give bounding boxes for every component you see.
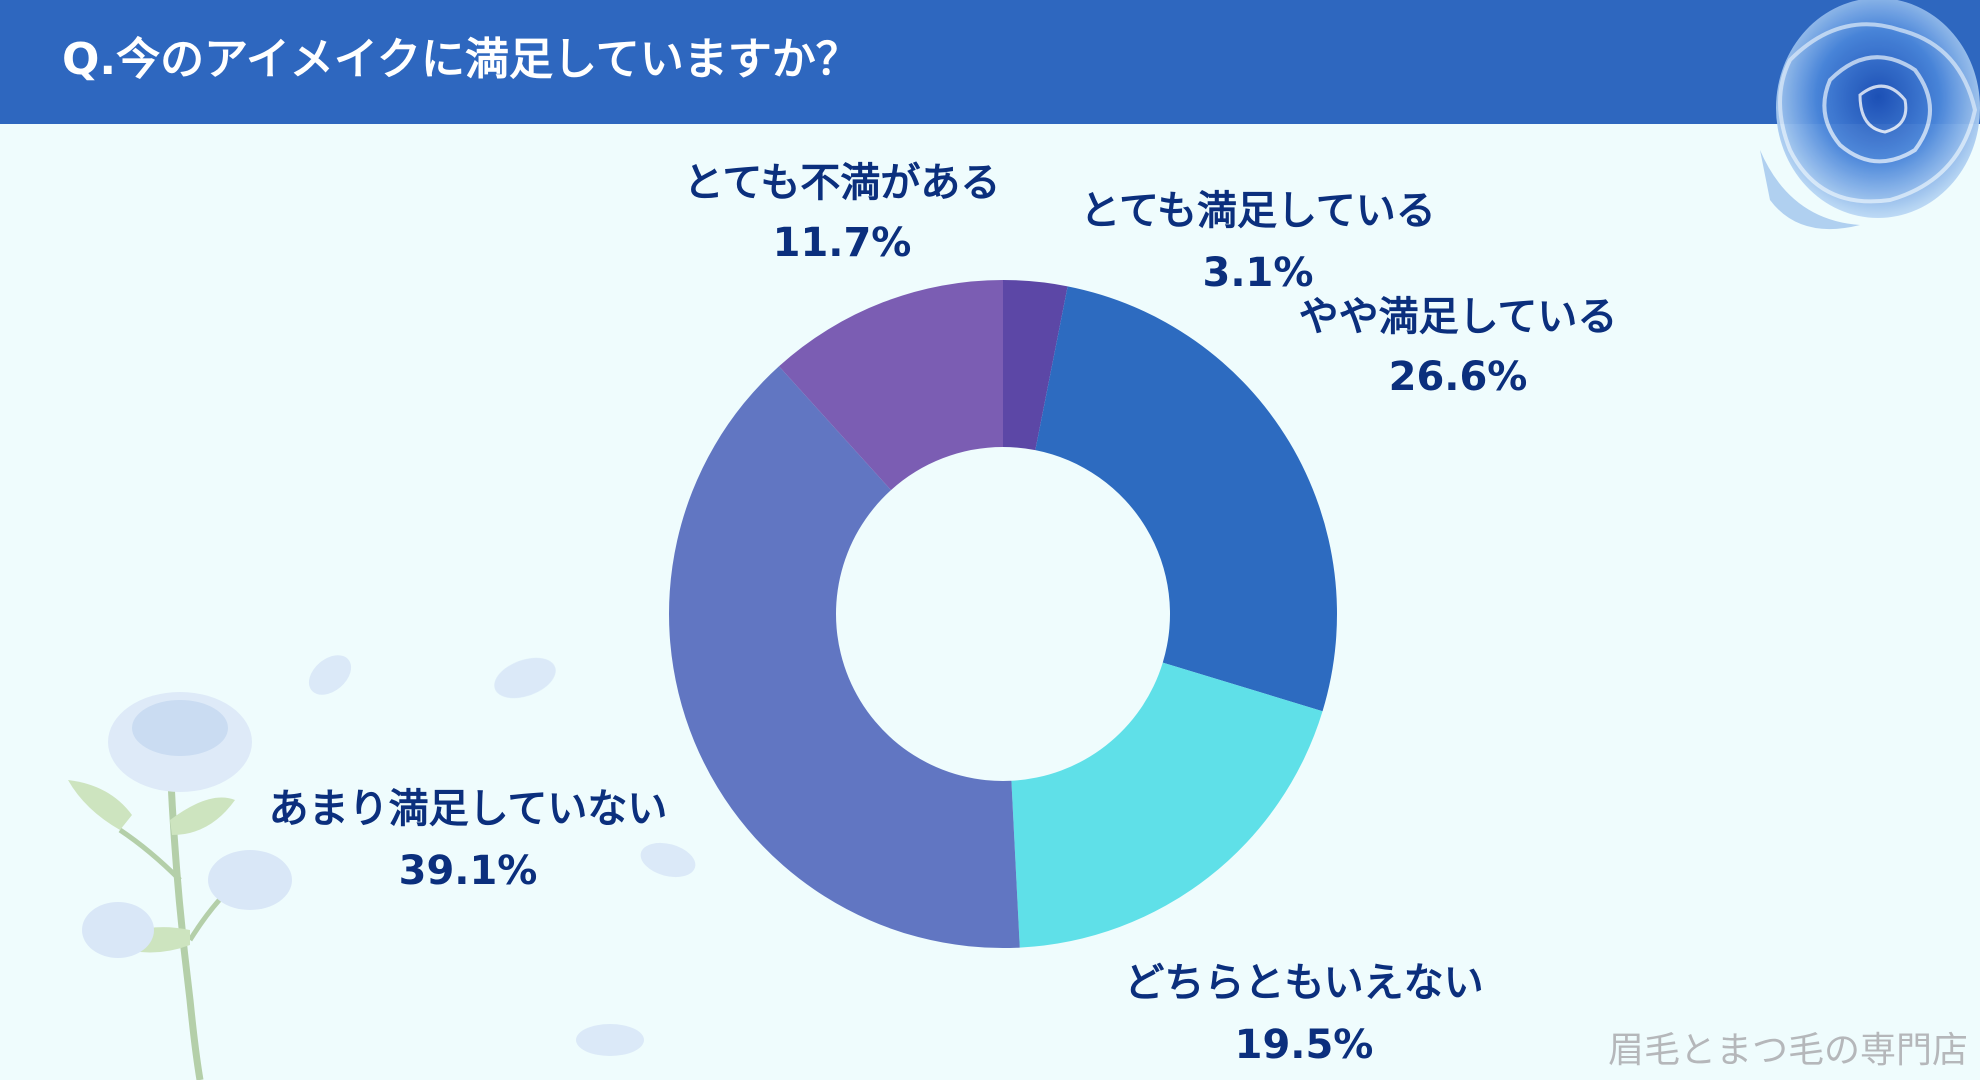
slice-label-group-very-satisfied: とても満足している 3.1%	[1080, 188, 1436, 296]
slice-label-somewhat-satisfied: やや満足している	[1299, 294, 1618, 340]
slice-percent-very-satisfied: 3.1%	[1203, 250, 1314, 296]
title-bar: Q.今のアイメイクに満足していますか？	[0, 0, 1980, 124]
slice-percent-very-dissatisfied: 11.7%	[773, 220, 912, 266]
slice-not-very-satisfied	[668, 366, 1020, 948]
slice-label-very-dissatisfied: とても不満がある	[684, 160, 1001, 206]
slice-percent-neutral: 19.5%	[1235, 1022, 1374, 1068]
slice-label-group-somewhat-satisfied: やや満足している 26.6%	[1299, 294, 1618, 400]
slice-label-not-very-satisfied: あまり満足していない	[269, 786, 668, 832]
donut-slices	[668, 280, 1337, 948]
page-title: Q.今のアイメイクに満足していますか？	[62, 34, 860, 85]
slice-neutral	[1011, 662, 1323, 948]
brand-caption: 眉毛とまつ毛の専門店	[1607, 1030, 1968, 1071]
slice-label-group-very-dissatisfied: とても不満がある 11.7%	[684, 160, 1001, 266]
slice-somewhat-satisfied	[1035, 286, 1337, 712]
slice-label-very-satisfied: とても満足している	[1080, 188, 1436, 234]
slice-very-satisfied	[1003, 280, 1068, 451]
slice-percent-somewhat-satisfied: 26.6%	[1389, 354, 1528, 400]
slice-very-dissatisfied	[778, 280, 1003, 491]
slice-percent-not-very-satisfied: 39.1%	[399, 848, 538, 894]
slice-label-neutral: どちらともいえない	[1124, 960, 1483, 1006]
slice-label-group-not-very-satisfied: あまり満足していない 39.1%	[269, 786, 668, 894]
slice-label-group-neutral: どちらともいえない 19.5%	[1124, 960, 1483, 1068]
